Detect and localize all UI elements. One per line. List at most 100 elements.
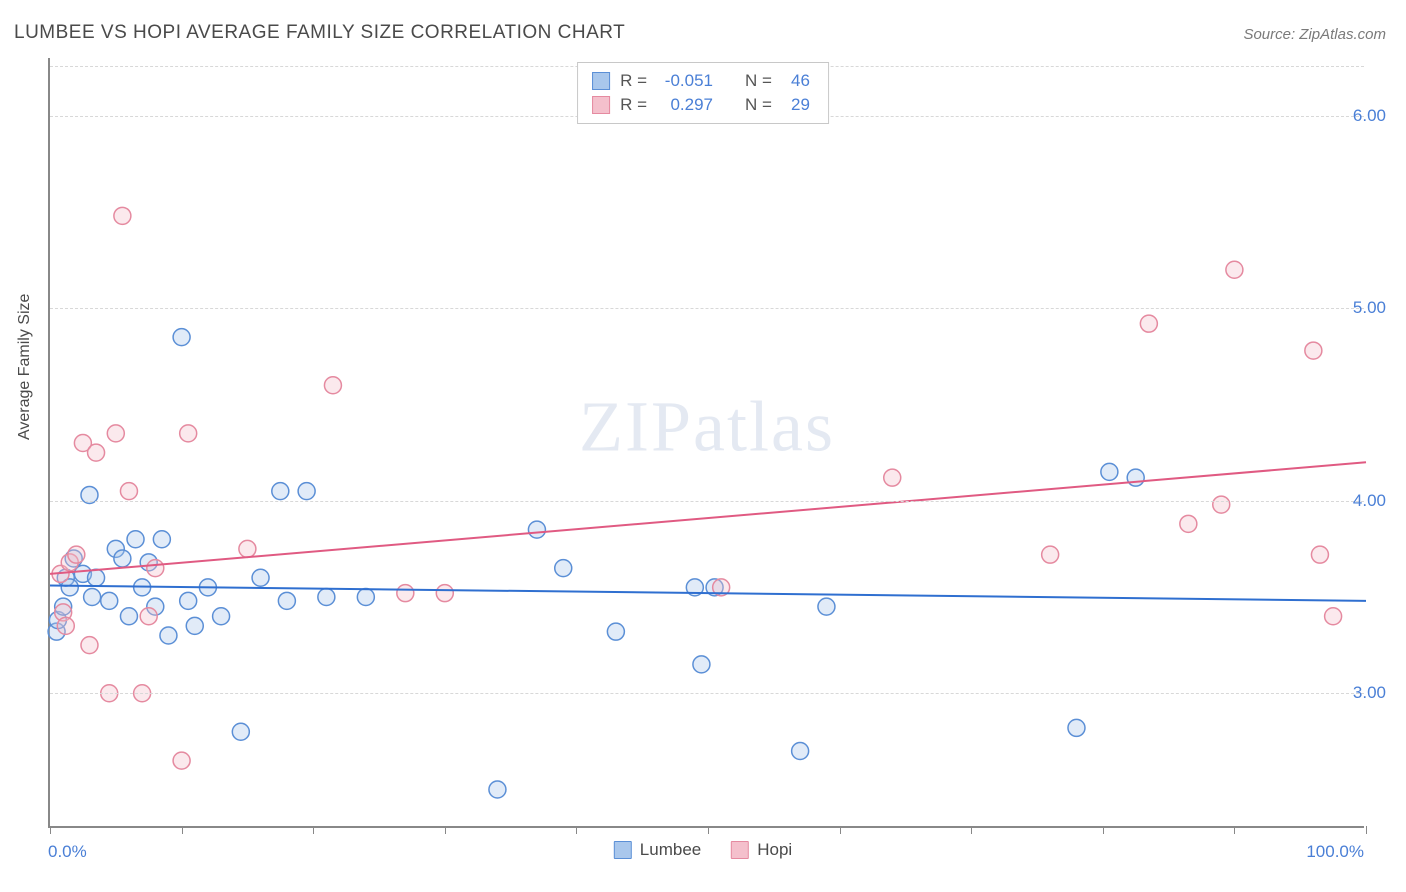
scatter-point	[1068, 719, 1085, 736]
scatter-point	[88, 444, 105, 461]
scatter-point	[1140, 315, 1157, 332]
stats-r-label: R =	[620, 95, 647, 115]
y-tick-label: 3.00	[1353, 683, 1386, 703]
scatter-point	[232, 723, 249, 740]
y-tick-label: 5.00	[1353, 298, 1386, 318]
hopi-legend-swatch	[731, 841, 749, 859]
x-tick	[840, 826, 841, 834]
scatter-point	[101, 592, 118, 609]
scatter-point	[81, 637, 98, 654]
plot-area: ZIPatlas	[48, 58, 1364, 828]
lumbee-legend-swatch	[614, 841, 632, 859]
x-tick	[576, 826, 577, 834]
stats-n-label: N =	[745, 95, 772, 115]
legend-item-lumbee: Lumbee	[614, 840, 701, 860]
legend-item-hopi: Hopi	[731, 840, 792, 860]
stats-row-hopi: R = 0.297 N = 29	[592, 93, 810, 117]
scatter-point	[318, 589, 335, 606]
scatter-point	[140, 608, 157, 625]
hopi-swatch	[592, 96, 610, 114]
lumbee-swatch	[592, 72, 610, 90]
scatter-point	[357, 589, 374, 606]
lumbee-legend-label: Lumbee	[640, 840, 701, 860]
scatter-point	[213, 608, 230, 625]
x-tick	[971, 826, 972, 834]
x-tick	[50, 826, 51, 834]
scatter-point	[278, 592, 295, 609]
scatter-point	[397, 585, 414, 602]
scatter-point	[1042, 546, 1059, 563]
scatter-point	[436, 585, 453, 602]
scatter-point	[1101, 463, 1118, 480]
lumbee-n-value: 46	[782, 71, 810, 91]
x-tick	[1234, 826, 1235, 834]
scatter-point	[1180, 515, 1197, 532]
x-axis-right-label: 100.0%	[1306, 842, 1364, 862]
scatter-point	[114, 550, 131, 567]
scatter-point	[298, 483, 315, 500]
scatter-point	[324, 377, 341, 394]
plot-svg	[50, 58, 1364, 826]
hopi-r-value: 0.297	[657, 95, 713, 115]
x-tick	[1366, 826, 1367, 834]
hopi-legend-label: Hopi	[757, 840, 792, 860]
scatter-point	[818, 598, 835, 615]
source-attribution: Source: ZipAtlas.com	[1243, 26, 1386, 43]
scatter-point	[127, 531, 144, 548]
gridline	[50, 308, 1364, 309]
scatter-point	[1127, 469, 1144, 486]
scatter-point	[173, 752, 190, 769]
lumbee-r-value: -0.051	[657, 71, 713, 91]
x-tick	[313, 826, 314, 834]
gridline	[50, 693, 1364, 694]
scatter-point	[120, 608, 137, 625]
scatter-point	[114, 207, 131, 224]
scatter-point	[84, 589, 101, 606]
hopi-n-value: 29	[782, 95, 810, 115]
scatter-point	[173, 329, 190, 346]
scatter-point	[57, 617, 74, 634]
scatter-point	[272, 483, 289, 500]
scatter-point	[147, 560, 164, 577]
stats-row-lumbee: R = -0.051 N = 46	[592, 69, 810, 93]
scatter-point	[489, 781, 506, 798]
scatter-point	[528, 521, 545, 538]
scatter-point	[160, 627, 177, 644]
chart-title: LUMBEE VS HOPI AVERAGE FAMILY SIZE CORRE…	[14, 22, 625, 44]
scatter-point	[88, 569, 105, 586]
scatter-point	[1226, 261, 1243, 278]
scatter-point	[1213, 496, 1230, 513]
y-axis-label: Average Family Size	[16, 294, 34, 440]
stats-legend-box: R = -0.051 N = 46 R = 0.297 N = 29	[577, 62, 829, 124]
stats-r-label: R =	[620, 71, 647, 91]
scatter-point	[555, 560, 572, 577]
scatter-point	[180, 592, 197, 609]
stats-n-label: N =	[745, 71, 772, 91]
y-tick-label: 6.00	[1353, 106, 1386, 126]
scatter-point	[1311, 546, 1328, 563]
scatter-point	[1325, 608, 1342, 625]
x-axis-left-label: 0.0%	[48, 842, 87, 862]
x-tick	[445, 826, 446, 834]
scatter-point	[693, 656, 710, 673]
scatter-point	[252, 569, 269, 586]
chart-container: LUMBEE VS HOPI AVERAGE FAMILY SIZE CORRE…	[0, 0, 1406, 892]
scatter-point	[186, 617, 203, 634]
y-tick-label: 4.00	[1353, 491, 1386, 511]
scatter-point	[153, 531, 170, 548]
scatter-point	[107, 425, 124, 442]
scatter-point	[68, 546, 85, 563]
scatter-point	[239, 540, 256, 557]
scatter-point	[180, 425, 197, 442]
scatter-point	[884, 469, 901, 486]
scatter-point	[1305, 342, 1322, 359]
x-tick	[708, 826, 709, 834]
scatter-point	[120, 483, 137, 500]
trend-line	[50, 462, 1366, 574]
scatter-point	[607, 623, 624, 640]
bottom-legend: Lumbee Hopi	[614, 840, 792, 860]
x-tick	[182, 826, 183, 834]
gridline	[50, 501, 1364, 502]
x-tick	[1103, 826, 1104, 834]
scatter-point	[792, 743, 809, 760]
